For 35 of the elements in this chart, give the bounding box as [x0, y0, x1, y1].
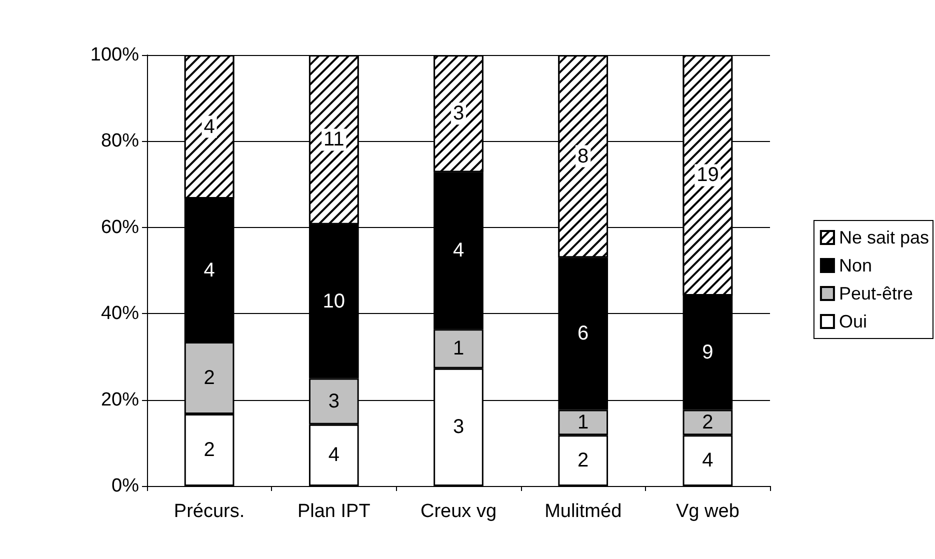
- y-tick-label: 0%: [112, 476, 140, 496]
- annotation: 4: [452, 240, 464, 262]
- legend-label: Ne sait pas: [838, 228, 930, 248]
- y-tick-label: 60%: [100, 216, 140, 238]
- annotation: 2: [204, 367, 215, 390]
- annotation: 8: [578, 145, 589, 168]
- annotation: 4: [204, 259, 215, 282]
- annotation: 2: [204, 439, 215, 462]
- annotation: 10: [322, 290, 346, 312]
- annotation: 3: [452, 102, 464, 125]
- y-tick-label: 40%: [100, 303, 140, 324]
- annotation: 3: [328, 390, 340, 412]
- annotation: 1: [452, 338, 464, 360]
- x-tick-label: Creux vg: [420, 501, 497, 522]
- annotation: 4: [702, 450, 714, 472]
- x-tick-label: Vg web: [676, 501, 740, 522]
- annotation: 6: [578, 322, 589, 345]
- annotation: 3: [452, 416, 464, 438]
- annotation: 19: [696, 164, 719, 186]
- annotation: 4: [328, 444, 340, 466]
- annotation: 11: [324, 128, 344, 151]
- y-tick-label: 100%: [90, 44, 140, 66]
- annotation: 9: [702, 342, 714, 364]
- annotation: 4: [204, 116, 215, 138]
- y-tick-label: 80%: [100, 130, 140, 152]
- annotation: 2: [578, 450, 589, 472]
- legend-label: Non: [838, 256, 872, 276]
- y-tick-label: 20%: [100, 389, 140, 410]
- legend-label: Oui: [838, 312, 867, 332]
- annotation: 1: [578, 411, 589, 434]
- annotation: 2: [702, 411, 714, 434]
- x-tick-label: Mulitméd: [544, 501, 622, 522]
- x-tick-label: Précurs.: [174, 501, 245, 522]
- legend-label: Peut-être: [838, 284, 914, 304]
- x-tick-label: Plan IPT: [297, 501, 371, 522]
